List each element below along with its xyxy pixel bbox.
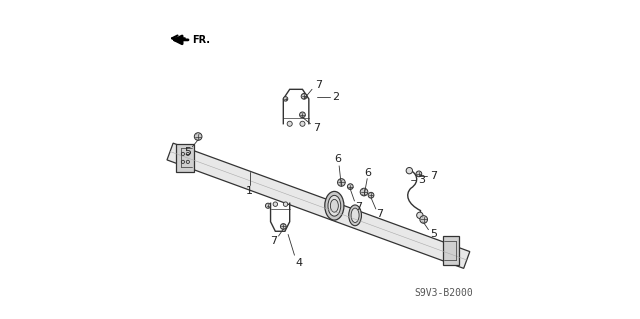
Circle shape — [181, 152, 184, 156]
Ellipse shape — [349, 205, 362, 226]
Ellipse shape — [324, 191, 344, 220]
Circle shape — [360, 188, 368, 196]
Ellipse shape — [328, 195, 340, 216]
Text: FR.: FR. — [193, 35, 211, 45]
Text: 1: 1 — [246, 186, 253, 197]
Circle shape — [301, 93, 307, 99]
Text: 7: 7 — [429, 171, 437, 182]
Text: 5: 5 — [429, 229, 436, 240]
Circle shape — [284, 97, 288, 101]
Circle shape — [273, 202, 278, 206]
Circle shape — [368, 192, 374, 198]
Circle shape — [195, 133, 202, 140]
Circle shape — [348, 184, 353, 189]
Circle shape — [337, 179, 345, 186]
Circle shape — [300, 112, 305, 118]
Text: 3: 3 — [419, 175, 426, 185]
Text: 6: 6 — [334, 154, 341, 165]
Circle shape — [300, 121, 305, 126]
Ellipse shape — [330, 199, 339, 212]
Circle shape — [280, 224, 286, 229]
Circle shape — [284, 202, 288, 206]
Polygon shape — [443, 236, 459, 265]
Circle shape — [287, 121, 292, 126]
Circle shape — [186, 160, 189, 163]
Text: 5: 5 — [184, 146, 191, 157]
Circle shape — [417, 212, 423, 219]
Text: S9V3-B2000: S9V3-B2000 — [414, 288, 473, 299]
Text: 7: 7 — [315, 79, 322, 90]
Circle shape — [420, 216, 428, 223]
Circle shape — [181, 160, 184, 163]
Text: 6: 6 — [364, 168, 371, 178]
Circle shape — [406, 167, 413, 174]
Text: 7: 7 — [376, 209, 383, 219]
Text: 4: 4 — [296, 258, 303, 268]
Text: 7: 7 — [270, 236, 277, 246]
Text: 7: 7 — [313, 122, 321, 133]
Ellipse shape — [351, 208, 359, 223]
Polygon shape — [167, 143, 470, 268]
Circle shape — [416, 171, 422, 177]
Circle shape — [186, 152, 189, 156]
Circle shape — [266, 203, 271, 208]
Text: 2: 2 — [332, 92, 339, 102]
Polygon shape — [177, 144, 194, 172]
Text: 7: 7 — [355, 202, 362, 212]
